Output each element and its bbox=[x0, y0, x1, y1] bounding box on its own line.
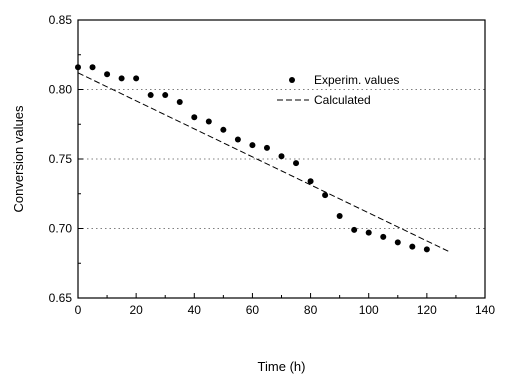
calculated-line bbox=[77, 72, 451, 253]
y-tick-label: 0.70 bbox=[49, 222, 73, 236]
data-point bbox=[147, 92, 154, 99]
legend-marker-experimental bbox=[289, 77, 295, 83]
x-tick-label: 100 bbox=[359, 303, 379, 317]
data-point bbox=[162, 92, 169, 99]
data-point bbox=[118, 75, 125, 82]
data-point bbox=[409, 243, 416, 250]
data-point bbox=[336, 212, 343, 219]
y-tick-label: 0.65 bbox=[49, 291, 73, 305]
data-point bbox=[104, 71, 111, 78]
data-point bbox=[205, 118, 212, 125]
legend: Experim. values Calculated bbox=[277, 73, 399, 107]
data-point bbox=[307, 178, 314, 185]
y-tick-label: 0.80 bbox=[49, 83, 73, 97]
x-tick-label: 40 bbox=[188, 303, 202, 317]
data-point bbox=[351, 226, 358, 233]
x-tick-label: 0 bbox=[75, 303, 82, 317]
y-axis-title: Conversion values bbox=[11, 105, 26, 212]
data-point bbox=[89, 64, 96, 71]
data-point bbox=[220, 126, 227, 133]
data-point bbox=[191, 114, 198, 121]
x-tick-label: 80 bbox=[304, 303, 318, 317]
x-tick-label: 60 bbox=[246, 303, 260, 317]
data-point bbox=[133, 75, 140, 82]
x-tick-label: 120 bbox=[417, 303, 437, 317]
legend-label-experimental: Experim. values bbox=[314, 73, 399, 87]
data-point bbox=[263, 144, 270, 151]
data-point bbox=[423, 246, 430, 253]
data-point bbox=[278, 153, 285, 160]
x-tick-label: 140 bbox=[475, 303, 495, 317]
legend-label-calculated: Calculated bbox=[314, 93, 371, 107]
x-tick-label: 20 bbox=[129, 303, 143, 317]
data-point bbox=[293, 160, 300, 167]
data-series bbox=[75, 64, 451, 253]
data-point bbox=[322, 192, 329, 199]
data-point bbox=[176, 99, 183, 106]
y-tick-label: 0.85 bbox=[49, 13, 73, 27]
axis-ticks: 0 20 40 60 80 100 120 140 0.65 0.70 0.75 0.80 0.85 bbox=[49, 13, 496, 317]
data-point bbox=[234, 136, 241, 143]
data-point bbox=[394, 239, 401, 246]
data-point bbox=[380, 233, 387, 240]
y-tick-label: 0.75 bbox=[49, 152, 73, 166]
x-axis-title: Time (h) bbox=[258, 359, 306, 374]
data-point bbox=[365, 229, 372, 236]
data-point bbox=[75, 64, 81, 71]
data-point bbox=[249, 142, 256, 149]
